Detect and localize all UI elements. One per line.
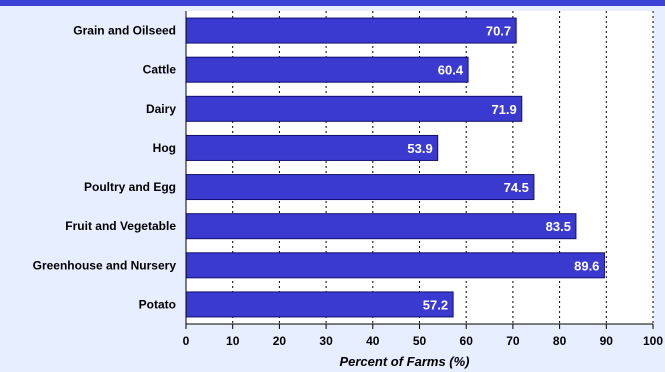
- bars: 70.7 60.4 71.9 53.9 74.5 83.5 89.6 57.2: [185, 17, 605, 318]
- tick-label: 10: [226, 334, 240, 348]
- tick-label: 60: [460, 334, 474, 348]
- category-labels: Grain and Oilseed Cattle Dairy Hog Poultry a…: [33, 24, 177, 312]
- tick-label: 0: [183, 334, 190, 348]
- tick-label: 70: [506, 334, 520, 348]
- data-label: 74.5: [504, 180, 529, 195]
- data-label: 89.6: [574, 258, 599, 273]
- data-label: 57.2: [423, 297, 448, 312]
- x-axis-title: Percent of Farms (%): [339, 354, 469, 369]
- bar: [185, 134, 439, 161]
- bar: [185, 213, 577, 240]
- tick-label: 100: [643, 334, 663, 348]
- data-label: 71.9: [491, 102, 516, 117]
- category-label: Dairy: [146, 102, 176, 116]
- category-label: Poultry and Egg: [84, 180, 176, 194]
- tick-label: 30: [319, 334, 333, 348]
- tick-label: 50: [413, 334, 427, 348]
- category-label: Greenhouse and Nursery: [33, 258, 177, 272]
- bar: [185, 174, 535, 201]
- category-label: Hog: [153, 141, 176, 155]
- top-color-band: [0, 0, 665, 6]
- data-label: 53.9: [407, 141, 432, 156]
- tick-label: 80: [553, 334, 567, 348]
- bar: [185, 56, 469, 83]
- data-label: 83.5: [546, 219, 571, 234]
- bar: [185, 291, 454, 318]
- category-label: Potato: [139, 297, 176, 311]
- tick-label: 90: [600, 334, 614, 348]
- category-label: Grain and Oilseed: [73, 24, 176, 38]
- tick-label: 40: [366, 334, 380, 348]
- data-label: 60.4: [438, 63, 464, 78]
- category-label: Cattle: [143, 63, 177, 77]
- tick-label: 20: [273, 334, 287, 348]
- bar: [185, 252, 605, 279]
- bar: [185, 17, 517, 44]
- x-axis-ticks: 0 10 20 30 40 50 60 70 80 90 100: [183, 324, 663, 348]
- data-label: 70.7: [486, 24, 511, 39]
- bar: [185, 95, 523, 122]
- category-label: Fruit and Vegetable: [65, 219, 176, 233]
